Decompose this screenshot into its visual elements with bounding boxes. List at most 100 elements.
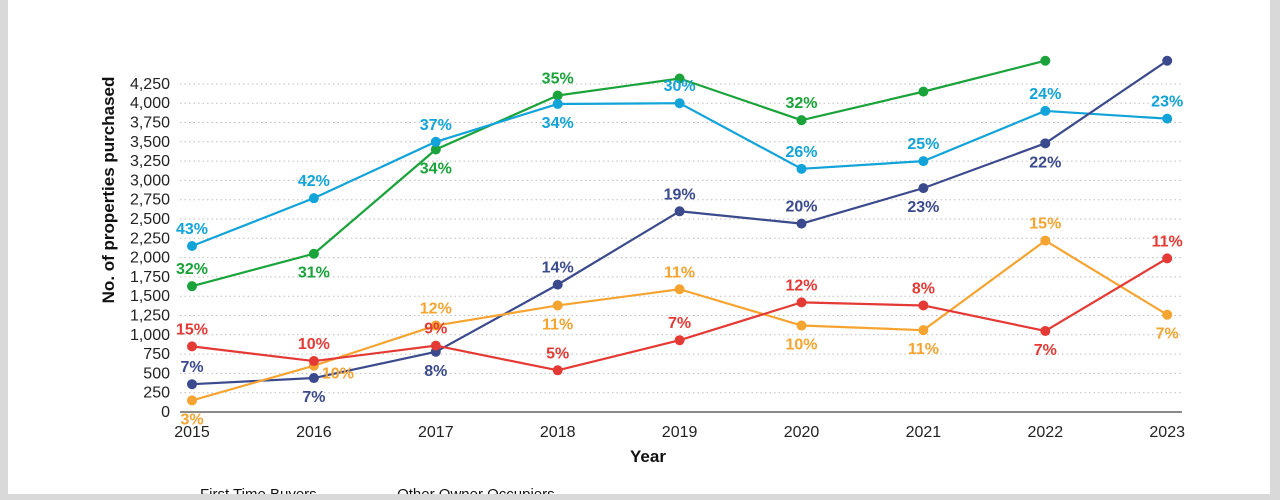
data-point — [552, 300, 563, 311]
data-point — [1162, 309, 1173, 320]
data-label: 37% — [420, 117, 452, 134]
data-point — [1040, 325, 1051, 336]
x-tick-label: 2019 — [662, 424, 698, 441]
y-tick-label: 2,250 — [130, 230, 170, 247]
x-tick-label: 2016 — [296, 424, 332, 441]
x-tick-label: 2015 — [174, 424, 210, 441]
x-tick-label: 2023 — [1149, 424, 1185, 441]
data-point — [430, 320, 441, 331]
data-label: 15% — [176, 321, 208, 338]
y-tick-label: 250 — [143, 385, 170, 402]
data-point — [1040, 235, 1051, 246]
y-tick-label: 4,250 — [130, 76, 170, 93]
data-point — [1040, 105, 1051, 116]
data-label: 22% — [1029, 154, 1061, 171]
data-point — [187, 241, 197, 252]
y-tick-label: 1,250 — [130, 308, 170, 325]
y-tick-label: 1,000 — [130, 327, 170, 344]
legend-label: First Time Buyers — [200, 486, 317, 494]
data-point — [187, 341, 197, 352]
x-tick-label: 2018 — [540, 424, 576, 441]
y-tick-label: 750 — [143, 346, 170, 363]
data-label: 8% — [424, 363, 447, 380]
data-label: 12% — [420, 301, 452, 318]
data-label: 26% — [785, 144, 817, 161]
data-point — [308, 356, 319, 367]
data-point — [552, 279, 563, 290]
y-tick-label: 1,750 — [130, 269, 170, 286]
axis-layer: 0 250 500 750 1,000 1,250 1,500 1,750 2,000 2,250… — [130, 76, 1185, 441]
data-label: 30% — [664, 78, 696, 95]
data-label: 10% — [785, 337, 817, 354]
data-label: 32% — [785, 95, 817, 112]
data-point — [1162, 55, 1173, 66]
data-point — [187, 281, 197, 292]
data-label: 34% — [542, 115, 574, 132]
data-point — [1040, 138, 1051, 149]
data-label: 35% — [542, 70, 574, 87]
data-label: 20% — [785, 199, 817, 216]
data-point — [918, 86, 929, 97]
data-label: 9% — [424, 321, 447, 338]
data-label: 3% — [180, 411, 203, 428]
data-point — [918, 300, 929, 311]
data-point — [796, 218, 807, 229]
data-label: 34% — [420, 161, 452, 178]
grid-layer — [180, 83, 1182, 394]
data-point — [187, 379, 197, 390]
y-tick-label: 3,750 — [130, 115, 170, 132]
data-point — [308, 373, 319, 384]
data-point — [430, 144, 441, 155]
series-line — [191, 102, 1168, 248]
x-tick-label: 2021 — [906, 424, 942, 441]
y-tick-label: 4,000 — [130, 95, 170, 112]
data-label: 8% — [912, 280, 935, 297]
series-line — [191, 59, 1046, 288]
data-point — [308, 248, 319, 259]
data-label: 42% — [298, 173, 330, 190]
data-label: 23% — [907, 199, 939, 216]
data-label: 10% — [322, 366, 354, 383]
data-label: 7% — [668, 315, 691, 332]
data-label: 43% — [176, 221, 208, 238]
data-label: 15% — [1029, 216, 1061, 233]
y-tick-label: 0 — [161, 404, 170, 421]
data-label: 7% — [1034, 342, 1057, 359]
line-chart: 0 250 500 750 1,000 1,250 1,500 1,750 2,000 2,250… — [99, 55, 1185, 494]
data-point — [430, 136, 441, 147]
data-point — [430, 340, 441, 351]
data-label: 11% — [1152, 233, 1183, 250]
data-label: 5% — [546, 345, 569, 362]
data-point — [674, 284, 685, 295]
y-tick-label: 3,500 — [130, 134, 170, 151]
data-point — [552, 98, 563, 109]
series-layer — [187, 55, 1173, 406]
data-point — [918, 156, 929, 167]
data-label: 7% — [1156, 326, 1179, 343]
data-point — [187, 395, 197, 406]
data-label: 24% — [1029, 86, 1061, 103]
data-point — [674, 73, 685, 84]
data-label: 32% — [176, 261, 208, 278]
data-label: 14% — [542, 260, 574, 277]
data-point — [674, 206, 685, 217]
y-tick-label: 2,750 — [130, 192, 170, 209]
data-point — [1162, 253, 1173, 264]
x-tick-label: 2022 — [1028, 424, 1064, 441]
data-point — [1162, 113, 1173, 124]
data-label: 11% — [908, 341, 939, 358]
data-point — [674, 335, 685, 346]
data-label: 31% — [298, 265, 330, 282]
y-tick-label: 3,000 — [130, 172, 170, 189]
legend-label: Other Owner Occupiers — [397, 486, 555, 494]
y-tick-label: 2,500 — [130, 211, 170, 228]
y-tick-label: 500 — [143, 365, 170, 382]
data-point — [308, 193, 319, 204]
x-axis-title: Year — [630, 447, 666, 466]
legend: First Time Buyers Other Owner Occupiers — [200, 486, 555, 494]
data-point — [796, 115, 807, 126]
x-tick-label: 2017 — [418, 424, 454, 441]
data-label: 10% — [298, 336, 330, 353]
data-label: 12% — [785, 277, 817, 294]
data-label: 23% — [1151, 94, 1183, 111]
